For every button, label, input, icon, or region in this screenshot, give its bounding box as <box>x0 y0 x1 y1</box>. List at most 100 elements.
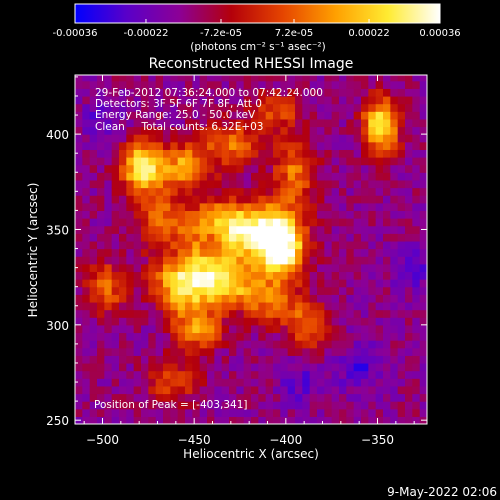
heatmap-cell <box>126 164 135 173</box>
heatmap-cell <box>155 103 164 112</box>
heatmap-cell <box>419 111 427 120</box>
heatmap-cell <box>126 294 135 303</box>
heatmap-cell <box>353 263 362 273</box>
heatmap-cell <box>317 286 325 295</box>
heatmap-cell <box>339 218 347 227</box>
heatmap-cell <box>82 256 91 265</box>
heatmap-cell <box>265 187 274 196</box>
heatmap-cell <box>199 80 208 89</box>
heatmap-cell <box>375 141 384 150</box>
heatmap-cell <box>265 88 274 97</box>
heatmap-cell <box>397 286 406 295</box>
heatmap-cell <box>273 416 281 424</box>
heatmap-cell <box>265 324 274 334</box>
heatmap-cell <box>251 279 259 288</box>
heatmap-cell <box>133 172 142 181</box>
heatmap-cell <box>148 179 157 189</box>
heatmap-cell <box>361 393 369 402</box>
heatmap-cell <box>295 401 303 410</box>
heatmap-cell <box>390 332 399 341</box>
heatmap-cell <box>207 294 215 303</box>
heatmap-cell <box>97 263 105 273</box>
heatmap-cell <box>177 118 186 128</box>
heatmap-cell <box>207 172 215 181</box>
heatmap-cell <box>236 332 245 341</box>
heatmap-cell <box>397 408 406 417</box>
heatmap-cell <box>119 301 127 311</box>
heatmap-cell <box>111 118 120 128</box>
heatmap-cell <box>229 332 237 341</box>
heatmap-cell <box>251 103 259 112</box>
heatmap-cell <box>375 75 384 82</box>
heatmap-cell <box>133 134 142 143</box>
heatmap-cell <box>324 340 333 349</box>
heatmap-cell <box>221 179 230 189</box>
heatmap-cell <box>405 347 413 356</box>
heatmap-cell <box>221 347 230 356</box>
heatmap-cell <box>361 416 369 424</box>
heatmap-cell <box>273 141 281 150</box>
heatmap-cell <box>126 324 135 334</box>
heatmap-cell <box>390 111 399 120</box>
heatmap-cell <box>170 256 179 265</box>
heatmap-cell <box>192 347 201 356</box>
annotation-energy-range: Energy Range: 25.0 - 50.0 keV <box>95 109 256 121</box>
heatmap-cell <box>258 286 267 295</box>
heatmap-cell <box>170 301 179 311</box>
heatmap-cell <box>192 233 201 242</box>
heatmap-cell <box>361 347 369 356</box>
heatmap-cell <box>273 111 281 120</box>
heatmap-cell <box>207 317 215 326</box>
heatmap-cell <box>368 179 377 189</box>
heatmap-cell <box>309 332 318 341</box>
heatmap-cell <box>141 134 149 143</box>
heatmap-cell <box>141 75 149 82</box>
heatmap-cell <box>177 362 186 372</box>
heatmap-cell <box>126 301 135 311</box>
heatmap-cell <box>273 340 281 349</box>
heatmap-cell <box>375 271 384 280</box>
heatmap-cell <box>273 149 281 158</box>
heatmap-cell <box>141 195 149 204</box>
heatmap-cell <box>251 385 259 395</box>
heatmap-cell <box>287 233 296 242</box>
heatmap-cell <box>265 95 274 105</box>
heatmap-cell <box>104 378 113 387</box>
heatmap-cell <box>75 95 83 105</box>
heatmap-cell <box>148 248 157 257</box>
heatmap-cell <box>368 416 377 424</box>
heatmap-cell <box>324 202 333 212</box>
heatmap-cell <box>163 134 171 143</box>
heatmap-cell <box>229 172 237 181</box>
heatmap-cell <box>265 271 274 280</box>
heatmap-cell <box>317 401 325 410</box>
heatmap-cell <box>339 279 347 288</box>
heatmap-cell <box>258 172 267 181</box>
heatmap-cell <box>199 225 208 234</box>
heatmap-cell <box>302 256 311 265</box>
heatmap-cell <box>133 126 142 135</box>
heatmap-cell <box>192 362 201 372</box>
heatmap-cell <box>141 126 149 135</box>
heatmap-cell <box>199 134 208 143</box>
x-tick-label: −400 <box>269 433 302 447</box>
heatmap-cell <box>273 118 281 128</box>
heatmap-cell <box>375 195 384 204</box>
heatmap-cell <box>280 164 289 173</box>
heatmap-cell <box>177 103 186 112</box>
heatmap-cell <box>397 362 406 372</box>
heatmap-cell <box>339 187 347 196</box>
heatmap-cell <box>324 75 333 82</box>
heatmap-cell <box>383 172 391 181</box>
heatmap-cell <box>207 195 215 204</box>
heatmap-cell <box>331 118 340 128</box>
heatmap-cell <box>361 301 369 311</box>
heatmap-cell <box>207 218 215 227</box>
heatmap-cell <box>126 118 135 128</box>
heatmap-cell <box>405 401 413 410</box>
heatmap-cell <box>119 416 127 424</box>
heatmap-cell <box>280 210 289 219</box>
heatmap-cell <box>141 370 149 379</box>
heatmap-cell <box>375 256 384 265</box>
heatmap-cell <box>243 301 252 311</box>
